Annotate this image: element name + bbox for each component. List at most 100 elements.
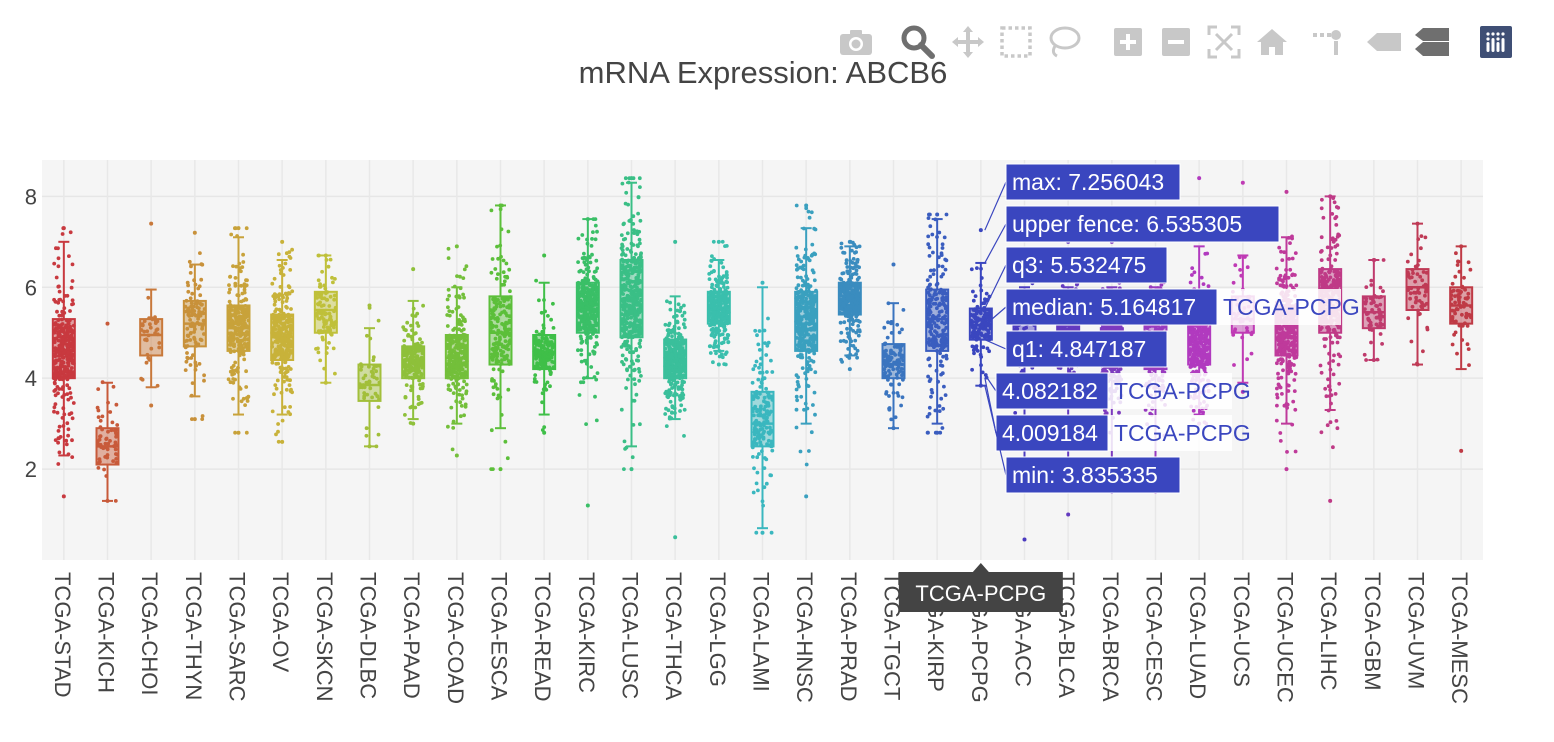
data-point bbox=[284, 348, 289, 353]
data-point bbox=[196, 314, 201, 319]
data-point bbox=[849, 339, 854, 344]
data-point bbox=[188, 296, 193, 301]
data-point bbox=[235, 337, 240, 341]
data-point bbox=[800, 366, 805, 370]
data-point bbox=[537, 332, 542, 337]
data-point bbox=[542, 298, 546, 302]
data-point bbox=[489, 428, 494, 433]
data-point bbox=[710, 254, 714, 258]
data-point bbox=[68, 230, 73, 235]
data-point bbox=[508, 295, 513, 299]
data-point bbox=[495, 396, 500, 401]
data-point bbox=[411, 359, 416, 364]
data-point bbox=[588, 260, 593, 265]
data-point bbox=[754, 481, 759, 486]
data-point bbox=[108, 439, 112, 443]
data-point bbox=[246, 306, 250, 310]
show-closest-hover-button[interactable] bbox=[1364, 22, 1404, 62]
box-trace-tcga-coad bbox=[444, 244, 469, 458]
data-point bbox=[794, 203, 799, 208]
data-point bbox=[412, 372, 417, 377]
zoom-button[interactable] bbox=[898, 22, 938, 62]
data-point bbox=[231, 264, 235, 268]
data-point bbox=[857, 305, 862, 310]
data-point bbox=[812, 226, 817, 231]
data-point bbox=[813, 370, 818, 375]
data-point bbox=[673, 351, 678, 356]
data-point bbox=[533, 349, 538, 353]
data-point bbox=[228, 275, 232, 279]
data-point bbox=[367, 379, 372, 384]
data-point bbox=[711, 329, 716, 334]
x-tick-label: TCGA-UCS bbox=[1229, 572, 1254, 687]
box-select-button[interactable] bbox=[996, 22, 1036, 62]
data-point bbox=[229, 232, 234, 237]
data-point bbox=[239, 269, 243, 274]
data-point bbox=[543, 382, 547, 387]
autoscale-button[interactable] bbox=[1204, 22, 1244, 62]
data-point bbox=[197, 306, 201, 311]
data-point bbox=[314, 295, 318, 300]
pan-button[interactable] bbox=[948, 22, 988, 62]
data-point bbox=[901, 308, 906, 312]
data-point bbox=[667, 321, 672, 326]
data-point bbox=[620, 270, 625, 275]
data-point bbox=[377, 380, 382, 385]
data-point bbox=[65, 368, 69, 372]
data-point bbox=[935, 430, 940, 435]
data-point bbox=[415, 374, 420, 379]
plotly-logo-button[interactable] bbox=[1476, 22, 1516, 62]
data-point bbox=[329, 323, 334, 328]
data-point bbox=[723, 352, 728, 356]
data-point bbox=[674, 362, 679, 367]
data-point bbox=[759, 380, 764, 385]
data-point bbox=[925, 308, 930, 312]
data-point bbox=[201, 318, 206, 323]
data-point bbox=[711, 345, 716, 350]
zoom-in-button[interactable] bbox=[1108, 22, 1148, 62]
data-point bbox=[682, 317, 687, 322]
data-point bbox=[755, 333, 759, 338]
data-point bbox=[856, 333, 861, 338]
data-point bbox=[813, 252, 818, 257]
download-plot-button[interactable] bbox=[836, 22, 876, 62]
compare-hover-button[interactable] bbox=[1412, 22, 1452, 62]
data-point bbox=[845, 331, 850, 336]
zoom-out-button[interactable] bbox=[1156, 22, 1196, 62]
data-point bbox=[55, 350, 59, 354]
data-point bbox=[410, 337, 415, 342]
data-point bbox=[664, 389, 669, 394]
data-point bbox=[278, 330, 283, 335]
data-point bbox=[930, 317, 935, 322]
data-point bbox=[505, 313, 509, 318]
data-point bbox=[942, 384, 946, 389]
data-point bbox=[243, 337, 247, 342]
data-point bbox=[593, 237, 598, 242]
data-point bbox=[897, 358, 901, 362]
data-point bbox=[404, 383, 409, 387]
data-point bbox=[452, 368, 456, 373]
data-point bbox=[682, 380, 686, 384]
data-point bbox=[498, 203, 503, 208]
data-point bbox=[631, 259, 636, 264]
data-point bbox=[503, 339, 508, 344]
data-point bbox=[846, 334, 851, 339]
data-point bbox=[671, 327, 676, 332]
data-point bbox=[233, 368, 238, 373]
data-point bbox=[61, 226, 66, 231]
data-point bbox=[106, 429, 110, 434]
data-point bbox=[549, 370, 553, 375]
data-point bbox=[449, 405, 454, 410]
data-point bbox=[576, 236, 581, 241]
lasso-select-button[interactable] bbox=[1044, 22, 1084, 62]
data-point bbox=[238, 387, 243, 391]
toggle-spike-lines-button[interactable] bbox=[1308, 22, 1348, 62]
data-point bbox=[928, 212, 932, 217]
data-point bbox=[535, 361, 540, 365]
data-point bbox=[759, 356, 763, 361]
data-point bbox=[184, 298, 189, 303]
data-point bbox=[140, 322, 145, 326]
data-point bbox=[839, 241, 844, 246]
reset-axes-button[interactable] bbox=[1252, 22, 1292, 62]
data-point bbox=[665, 328, 670, 333]
